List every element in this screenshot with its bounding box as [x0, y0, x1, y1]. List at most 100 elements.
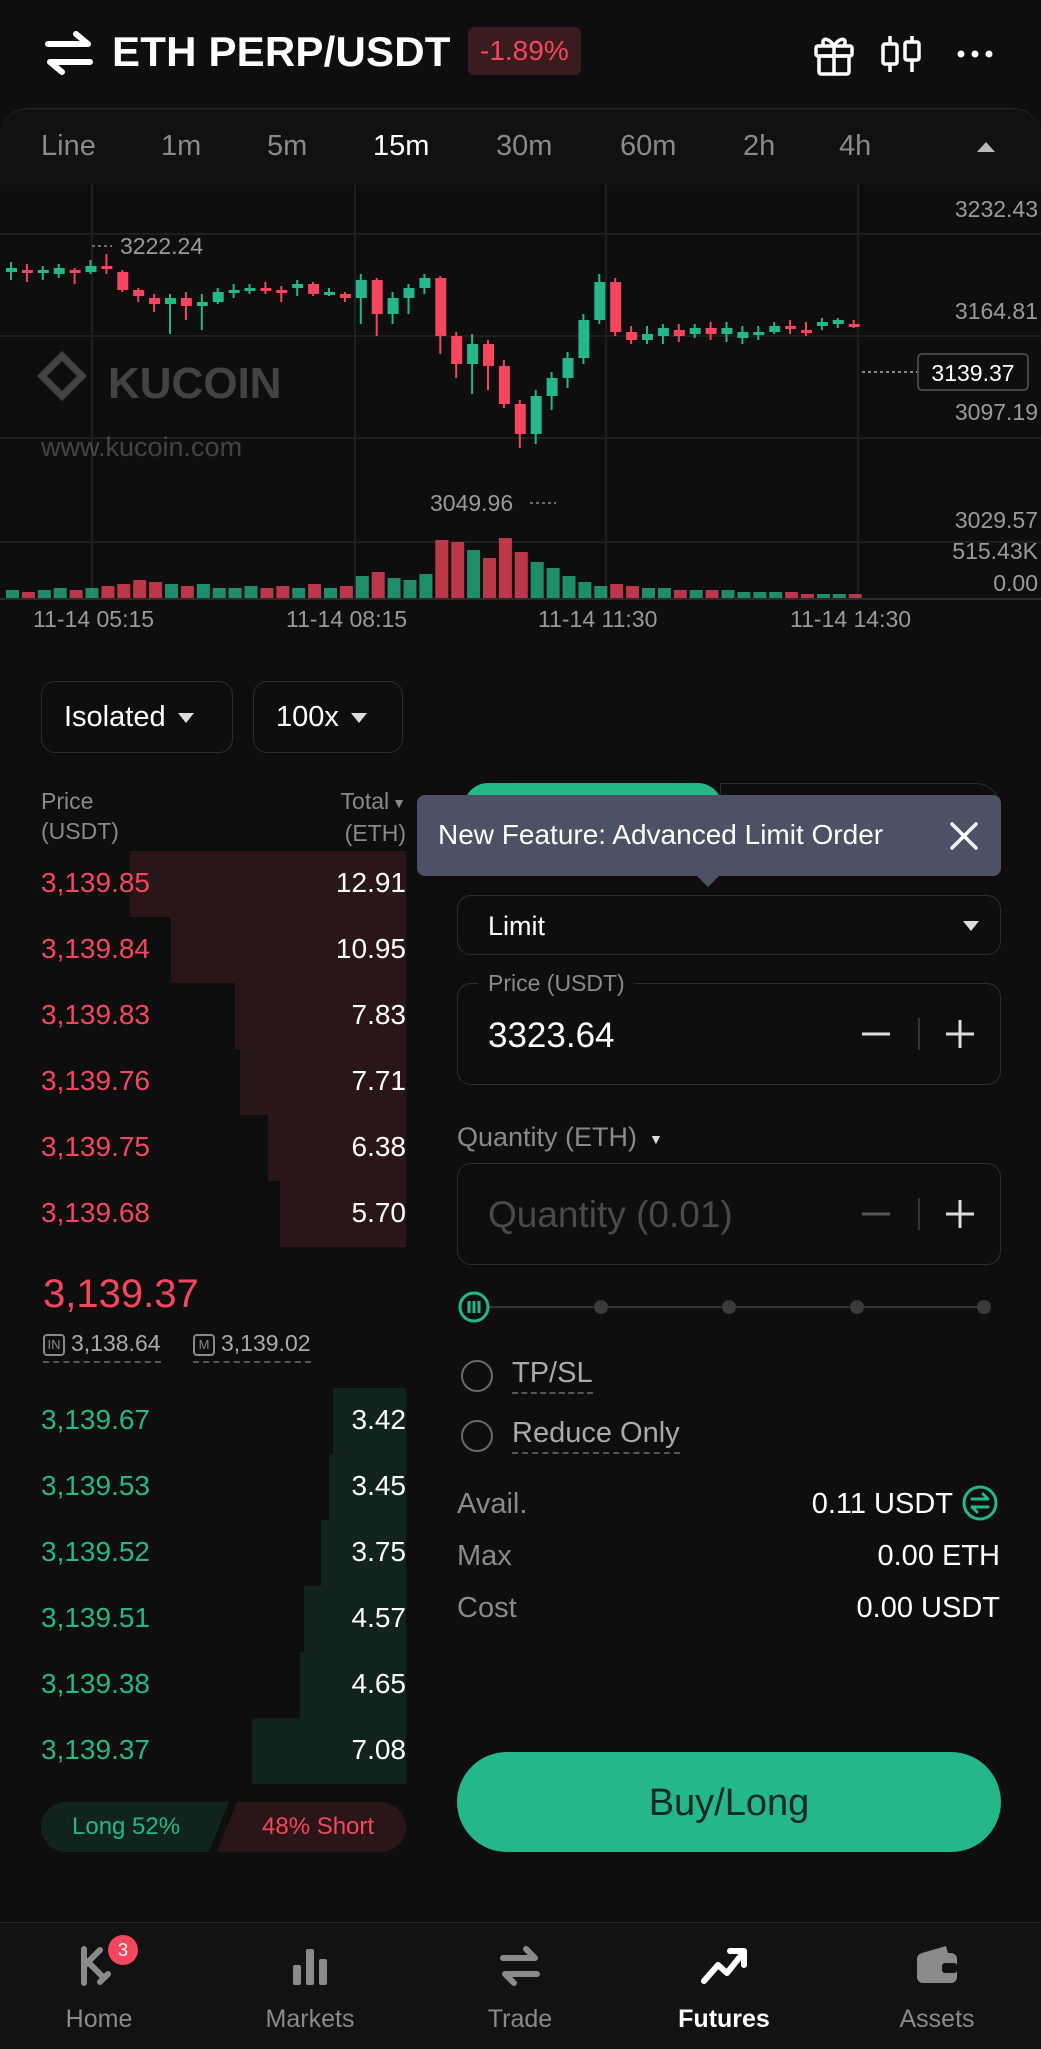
- transfer-icon[interactable]: [961, 1484, 999, 1522]
- close-icon[interactable]: [947, 819, 981, 853]
- nav-markets[interactable]: Markets: [230, 1935, 390, 2045]
- candle-body: [149, 298, 161, 304]
- tpsl-radio[interactable]: [461, 1360, 493, 1392]
- depth-bar: [252, 1718, 406, 1784]
- index-price[interactable]: IN 3,138.64: [43, 1330, 161, 1363]
- candle-body: [514, 404, 526, 434]
- nav-futures-label: Futures: [678, 2005, 770, 2033]
- tab-5m[interactable]: 5m: [267, 130, 308, 162]
- volume-bar: [21, 592, 35, 598]
- price-input[interactable]: 3323.64: [488, 1016, 615, 1055]
- collapse-up-icon[interactable]: [975, 138, 997, 154]
- ask-price: 3,139.68: [41, 1197, 150, 1228]
- candle-body: [801, 330, 812, 333]
- price-tick-3: 3097.19: [955, 399, 1038, 425]
- leverage-select[interactable]: 100x: [253, 681, 403, 753]
- minus-icon[interactable]: [860, 1198, 892, 1230]
- plus-icon[interactable]: [944, 1198, 976, 1230]
- volume-bar: [753, 592, 767, 598]
- bid-price: 3,139.53: [41, 1470, 150, 1501]
- reduce-only-label[interactable]: Reduce Only: [512, 1417, 680, 1454]
- candle-body: [419, 278, 431, 288]
- buy-long-button[interactable]: Buy/Long: [457, 1752, 1001, 1852]
- nav-assets[interactable]: Assets: [857, 1935, 1017, 2045]
- quantity-field[interactable]: Quantity (0.01): [457, 1163, 1001, 1265]
- volume-bar: [530, 562, 544, 598]
- tab-15m[interactable]: 15m: [373, 130, 430, 162]
- more-icon[interactable]: [951, 30, 999, 78]
- ask-row[interactable]: 3,139.76 7.71: [0, 1049, 406, 1115]
- orderbook-total-header[interactable]: Total ▼ (ETH): [340, 788, 406, 846]
- quantity-input[interactable]: Quantity (0.01): [488, 1194, 733, 1235]
- bid-row[interactable]: 3,139.37 7.08: [0, 1718, 406, 1784]
- order-type-select[interactable]: Limit: [457, 895, 1001, 955]
- tab-2h[interactable]: 2h: [743, 130, 776, 162]
- tab-60m[interactable]: 60m: [620, 130, 677, 162]
- bid-row[interactable]: 3,139.67 3.42: [0, 1388, 406, 1454]
- mark-price[interactable]: M 3,139.02: [193, 1330, 311, 1363]
- candle-body: [69, 270, 81, 273]
- tab-line[interactable]: Line: [41, 130, 96, 162]
- reduce-only-radio[interactable]: [461, 1420, 493, 1452]
- candlestick-icon[interactable]: [878, 30, 926, 78]
- ask-price: 3,139.76: [41, 1065, 150, 1096]
- price-field-label: Price (USDT): [478, 970, 635, 997]
- slider-handle[interactable]: [457, 1290, 491, 1324]
- candle-body: [228, 290, 240, 293]
- ask-row[interactable]: 3,139.68 5.70: [0, 1181, 406, 1247]
- volume-bar: [244, 586, 258, 598]
- slider-step-75[interactable]: [850, 1300, 864, 1314]
- bid-total: 3.42: [351, 1404, 407, 1435]
- bid-row[interactable]: 3,139.38 4.65: [0, 1652, 406, 1718]
- gift-icon[interactable]: [810, 30, 858, 78]
- margin-mode-select[interactable]: Isolated: [41, 681, 233, 753]
- candle-body: [6, 268, 17, 272]
- mark-icon: M: [193, 1333, 215, 1356]
- volume-bar: [626, 586, 640, 598]
- index-icon: IN: [43, 1333, 65, 1356]
- candle-body: [339, 294, 351, 298]
- bid-row[interactable]: 3,139.51 4.57: [0, 1586, 406, 1652]
- price-field[interactable]: Price (USDT) 3323.64: [457, 970, 1001, 1085]
- minus-icon[interactable]: [860, 1018, 892, 1050]
- ask-row[interactable]: 3,139.75 6.38: [0, 1115, 406, 1181]
- plus-icon[interactable]: [944, 1018, 976, 1050]
- ask-row[interactable]: 3,139.84 10.95: [0, 917, 406, 983]
- candle-body: [467, 344, 479, 364]
- price-chart[interactable]: KUCOIN www.kucoin.com 3139.37 3232.43 31…: [0, 184, 1041, 604]
- nav-trade-label: Trade: [487, 2005, 553, 2033]
- quantity-unit-select[interactable]: Quantity (ETH) ▼: [457, 1122, 663, 1153]
- bid-row[interactable]: 3,139.52 3.75: [0, 1520, 406, 1586]
- volume-bar: [85, 588, 99, 598]
- nav-futures[interactable]: Futures: [644, 1935, 804, 2045]
- volume-bar: [594, 586, 608, 598]
- candle-body: [133, 290, 145, 296]
- nav-trade[interactable]: Trade: [440, 1935, 600, 2045]
- candle-body: [117, 272, 129, 290]
- depth-bar: [304, 1586, 406, 1652]
- candle-body: [562, 358, 574, 378]
- watermark-brand: KUCOIN: [108, 359, 282, 408]
- quantity-label: Quantity (ETH): [457, 1122, 638, 1152]
- ask-total: 6.38: [351, 1131, 407, 1162]
- slider-step-50[interactable]: [722, 1300, 736, 1314]
- max-label: Max: [457, 1540, 512, 1572]
- pair-title[interactable]: ETH PERP/USDT: [112, 28, 451, 75]
- volume-bar: [801, 594, 814, 598]
- tab-1m[interactable]: 1m: [161, 130, 202, 162]
- candle-body: [196, 302, 208, 306]
- tab-4h[interactable]: 4h: [839, 130, 872, 162]
- tpsl-label[interactable]: TP/SL: [512, 1357, 593, 1394]
- candle-body: [705, 328, 717, 334]
- bid-row[interactable]: 3,139.53 3.45: [0, 1454, 406, 1520]
- ask-row[interactable]: 3,139.83 7.83: [0, 983, 406, 1049]
- slider-step-100[interactable]: [977, 1300, 991, 1314]
- nav-home[interactable]: 3 Home: [19, 1935, 179, 2045]
- ask-row[interactable]: 3,139.85 12.91: [0, 851, 406, 917]
- candle-body: [165, 298, 176, 304]
- slider-step-25[interactable]: [594, 1300, 608, 1314]
- bid-total: 3.75: [351, 1536, 407, 1567]
- candle-body: [212, 292, 224, 302]
- swap-pair-icon[interactable]: [44, 30, 94, 76]
- tab-30m[interactable]: 30m: [496, 130, 553, 162]
